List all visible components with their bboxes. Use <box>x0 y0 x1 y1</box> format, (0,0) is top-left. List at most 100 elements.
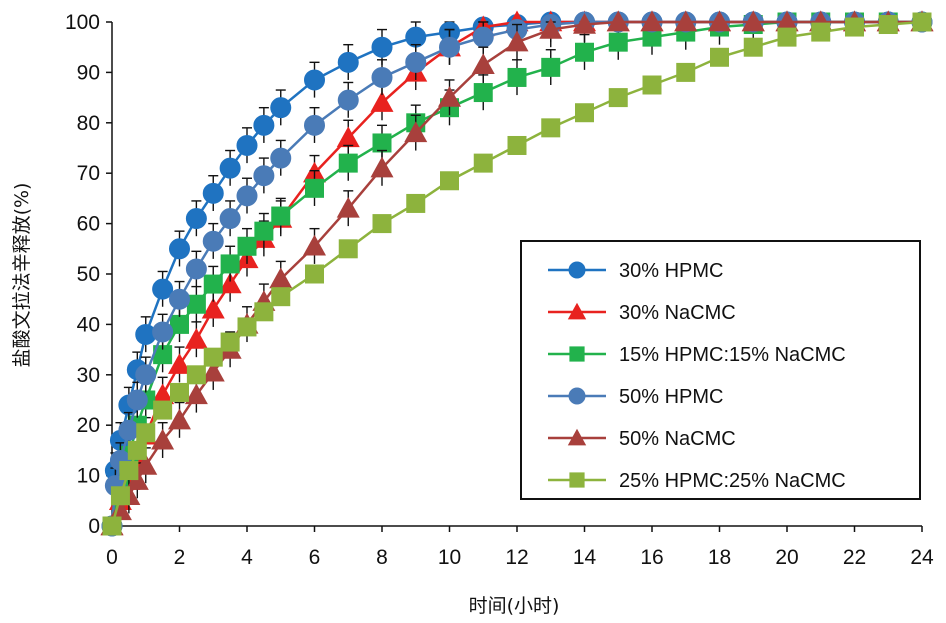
legend-marker <box>567 302 587 320</box>
data-point <box>270 147 292 169</box>
data-point <box>440 171 459 191</box>
data-point <box>186 365 206 385</box>
data-point <box>878 15 898 35</box>
series-layer <box>100 10 934 537</box>
y-tick-label: 10 <box>77 465 100 488</box>
data-point <box>473 153 493 173</box>
x-tick-label: 24 <box>910 546 934 569</box>
data-point <box>336 196 360 218</box>
legend-label: 50% HPMC <box>619 386 723 408</box>
data-point <box>134 454 158 475</box>
data-point <box>471 53 495 75</box>
data-point <box>337 89 359 111</box>
legend-marker <box>568 387 586 405</box>
data-point <box>304 114 325 136</box>
x-tick-label: 18 <box>708 546 731 569</box>
data-point <box>201 360 225 382</box>
data-point <box>406 193 426 213</box>
legend-label: 30% HPMC <box>619 260 723 282</box>
data-point <box>184 383 208 405</box>
data-point <box>608 88 628 108</box>
data-point <box>253 114 275 136</box>
data-point <box>201 297 225 319</box>
data-point <box>186 294 206 314</box>
data-point <box>372 133 392 153</box>
y-axis-title: 盐酸文拉法辛释放(%) <box>11 183 33 368</box>
data-point <box>608 32 628 52</box>
data-point <box>110 486 130 506</box>
data-point <box>303 234 326 256</box>
data-point <box>203 347 223 367</box>
data-point <box>219 208 241 230</box>
x-tick-label: 2 <box>174 546 186 569</box>
data-point <box>371 36 393 58</box>
data-point <box>270 97 292 119</box>
data-point <box>254 221 274 241</box>
x-tick-label: 14 <box>573 546 597 569</box>
data-point <box>741 10 765 32</box>
data-point <box>573 13 596 34</box>
y-tick-label: 90 <box>77 61 100 84</box>
data-point <box>119 461 139 481</box>
data-point <box>304 69 325 91</box>
data-point <box>845 17 864 37</box>
x-tick-label: 6 <box>309 546 321 569</box>
data-point <box>220 254 240 274</box>
y-tick-label: 0 <box>88 515 100 538</box>
data-point <box>253 165 275 187</box>
data-point <box>676 62 696 82</box>
data-point <box>151 428 175 450</box>
y-tick-label: 100 <box>65 11 100 34</box>
y-tick-label: 20 <box>77 414 100 437</box>
legend: 30% HPMC 30% NaCMC 15% HPMC:15% NaCMC 50% H… <box>520 240 921 500</box>
data-point <box>642 27 662 47</box>
data-point <box>237 317 257 337</box>
data-point <box>152 321 174 343</box>
data-point <box>168 408 191 430</box>
data-point <box>169 238 190 260</box>
data-point <box>541 57 561 77</box>
data-point <box>169 288 190 310</box>
x-tick-label: 8 <box>376 546 388 569</box>
data-point <box>539 18 563 39</box>
data-point <box>337 51 359 73</box>
data-point <box>370 156 394 178</box>
x-axis-title: 时间(小时) <box>469 595 560 617</box>
x-tick-label: 22 <box>843 546 866 569</box>
data-point <box>473 83 493 103</box>
data-point <box>575 42 594 62</box>
data-point <box>102 516 122 536</box>
data-point <box>127 440 147 460</box>
data-point <box>372 214 392 234</box>
y-tick-label: 60 <box>77 213 100 236</box>
data-point <box>305 264 324 284</box>
y-tick-label: 50 <box>77 263 100 286</box>
data-point <box>168 353 191 374</box>
data-point <box>153 345 173 365</box>
data-point <box>642 75 662 95</box>
x-tick-label: 0 <box>106 546 118 569</box>
data-point <box>743 37 763 57</box>
data-point <box>708 10 731 32</box>
data-point <box>218 272 242 294</box>
data-point <box>185 258 207 280</box>
data-point <box>541 118 561 138</box>
x-tick-label: 12 <box>505 546 528 569</box>
legend-label: 30% NaCMC <box>619 302 736 324</box>
data-point <box>135 364 157 386</box>
y-tick-label: 40 <box>77 313 100 336</box>
data-point <box>338 153 358 173</box>
series-5 <box>102 12 932 536</box>
data-point <box>404 121 428 143</box>
data-point <box>777 27 797 47</box>
data-point <box>606 10 630 32</box>
legend-box <box>520 240 921 500</box>
data-point <box>336 126 360 148</box>
legend-label: 50% NaCMC <box>619 428 736 450</box>
data-point <box>405 51 427 73</box>
data-point <box>439 36 460 58</box>
data-point <box>151 383 175 405</box>
data-point <box>640 10 664 32</box>
